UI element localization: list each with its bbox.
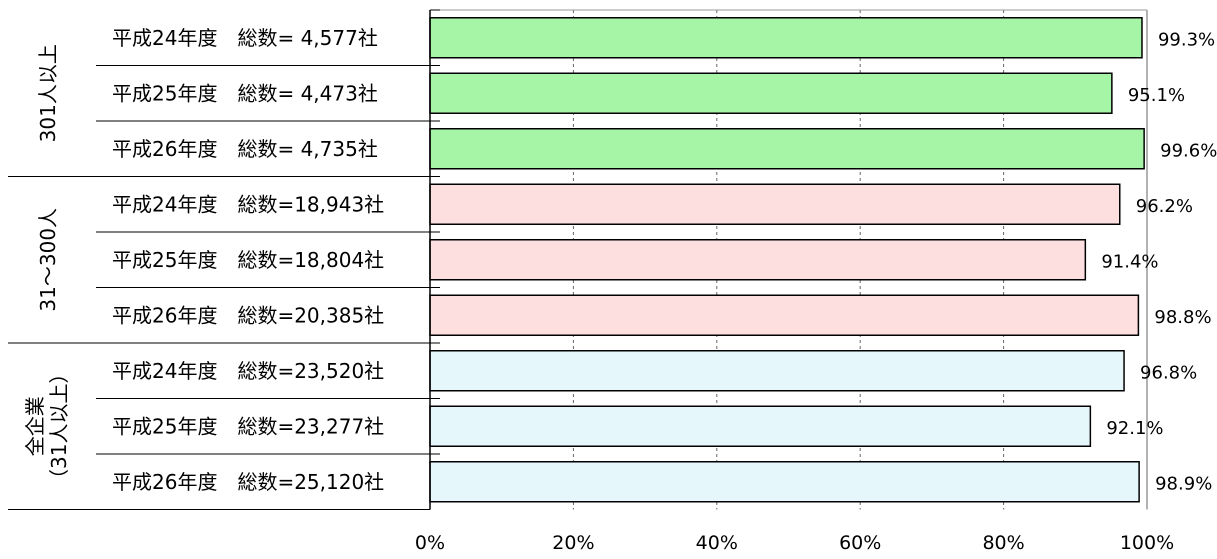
x-tick-label: 100% [1120,532,1174,554]
bar [429,239,1087,281]
data-label: 91.4% [1101,251,1158,272]
x-tick-label: 60% [839,532,881,554]
bar [429,294,1140,336]
bar [429,461,1140,503]
bar [429,72,1113,114]
category-label: 平成24年度 総数=18,943社 [112,192,384,216]
category-label: 平成25年度 総数=18,804社 [112,248,384,272]
group-label-line: （31人以上） [47,364,71,489]
category-label: 平成26年度 総数= 4,735社 [112,137,378,161]
category-label: 平成25年度 総数=23,277社 [112,414,384,438]
bar [429,350,1125,392]
group-label: 301人以上 [36,44,60,142]
x-tick-label: 40% [696,532,738,554]
data-label: 96.8% [1140,362,1197,383]
category-label: 平成25年度 総数= 4,473社 [112,81,378,105]
data-label: 96.2% [1136,196,1193,217]
data-label: 99.3% [1158,29,1215,50]
x-tick-label: 80% [982,532,1024,554]
group-label: 31～300人 [36,208,60,312]
category-label: 平成26年度 総数=25,120社 [112,470,384,494]
category-label: 平成24年度 総数=23,520社 [112,359,384,383]
group-label-line: 全企業 [23,396,47,456]
group-label: 全企業（31人以上） [23,364,71,489]
category-label: 平成24年度 総数= 4,577社 [112,26,378,50]
data-label: 98.9% [1155,473,1212,494]
category-label: 平成26年度 総数=20,385社 [112,303,384,327]
data-label: 98.8% [1154,307,1211,328]
bar [429,405,1092,447]
data-label: 95.1% [1128,85,1185,106]
x-tick-label: 20% [552,532,594,554]
x-tick-label: 0% [415,532,445,554]
bar [429,128,1145,170]
data-label: 99.6% [1160,140,1217,161]
bar [429,17,1143,59]
bar [429,183,1121,225]
data-label: 92.1% [1106,418,1163,439]
